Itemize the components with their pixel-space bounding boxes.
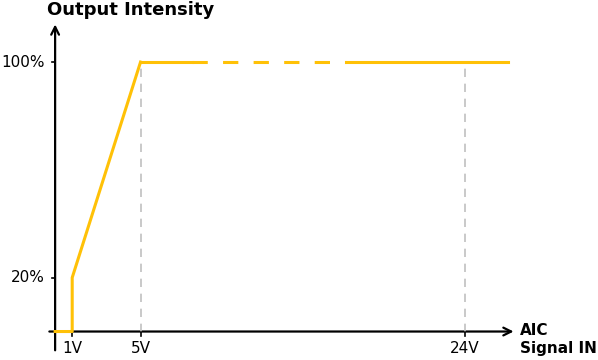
Text: Output Intensity: Output Intensity <box>47 1 214 19</box>
Text: 20%: 20% <box>11 270 45 285</box>
Text: 100%: 100% <box>1 55 45 69</box>
Text: 24V: 24V <box>450 341 480 356</box>
Text: AIC
Signal IN: AIC Signal IN <box>520 323 597 356</box>
Text: 5V: 5V <box>130 341 151 356</box>
Text: 1V: 1V <box>62 341 82 356</box>
